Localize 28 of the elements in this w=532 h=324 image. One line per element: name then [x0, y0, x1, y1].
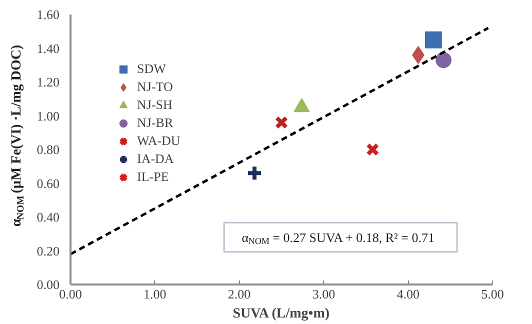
legend-label: NJ-BR [137, 115, 174, 131]
y-tick-label: 0.60 [36, 176, 60, 191]
x-tick-label: 4.00 [396, 286, 420, 302]
legend-label: IA-DA [137, 151, 174, 167]
x-tick-label: 2.00 [228, 286, 251, 302]
point [436, 52, 452, 68]
y-axis-title: αNOM (µM Fe(VI) ·L/mg DOC) [10, 44, 27, 227]
legend-label: IL-PE [137, 169, 169, 185]
y-tick-label: 0.00 [36, 277, 60, 292]
legend-label: NJ-TO [137, 79, 173, 95]
legend-label: NJ-SH [137, 97, 172, 113]
x-tick-label: 0.00 [59, 286, 82, 302]
legend-label: SDW [137, 61, 166, 77]
point [366, 142, 380, 156]
x-tick-label: 3.00 [312, 286, 336, 302]
point [274, 116, 288, 130]
y-tick-label: 1.60 [36, 7, 60, 22]
y-tick-label: 1.20 [36, 74, 60, 90]
x-tick-label: 1.00 [144, 286, 166, 302]
legend-label: WA-DU [137, 133, 180, 149]
y-tick-label: 1.40 [36, 40, 60, 56]
x-axis-title: SUVA (L/mg•m) [232, 306, 330, 322]
y-tick-label: 0.80 [36, 142, 60, 157]
y-tick-label: 1.00 [36, 108, 60, 124]
y-tick-label: 0.40 [36, 210, 60, 224]
y-tick-label: 0.20 [36, 243, 60, 258]
x-tick-label: 5.00 [481, 286, 504, 302]
point [424, 31, 442, 48]
